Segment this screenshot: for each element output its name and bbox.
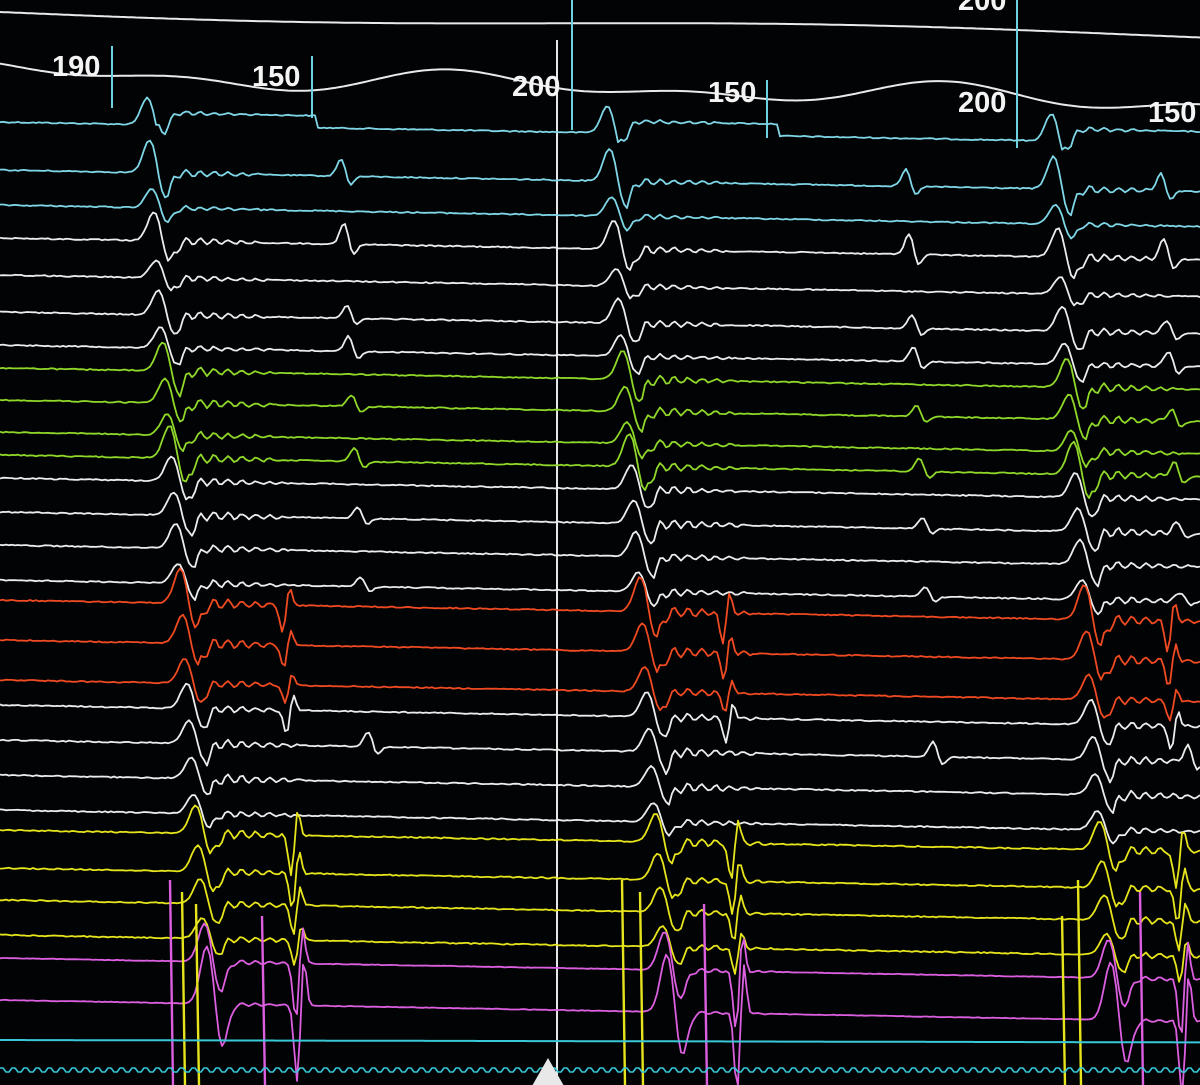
trace-white bbox=[0, 259, 1200, 307]
trace-red bbox=[0, 658, 1200, 722]
trace-green bbox=[0, 425, 1200, 499]
trace-red bbox=[0, 567, 1200, 653]
trace-white bbox=[0, 794, 1200, 845]
spike-trace bbox=[620, 879, 627, 1085]
spike-trace bbox=[168, 879, 175, 1085]
trace-magenta bbox=[0, 922, 1200, 1033]
spike-trace bbox=[638, 891, 645, 1085]
trace-yellow bbox=[0, 844, 1200, 920]
bottom-baseline bbox=[0, 1067, 1200, 1073]
trace-green bbox=[0, 413, 1200, 469]
trace-white bbox=[0, 719, 1200, 784]
interval-label: 150 bbox=[252, 61, 301, 93]
interval-label: 200 bbox=[512, 71, 561, 103]
trace-cyan bbox=[0, 139, 1200, 217]
trace-white bbox=[0, 491, 1200, 552]
spike-trace bbox=[194, 903, 201, 1085]
interval-label: 190 bbox=[52, 51, 101, 83]
trace-red bbox=[0, 613, 1200, 685]
reference-trace bbox=[0, 11, 1200, 39]
partial-interval-label: 200 bbox=[958, 0, 1007, 17]
trace-green bbox=[0, 341, 1200, 410]
trace-white bbox=[0, 211, 1200, 280]
reference-trace bbox=[0, 62, 1200, 109]
spike-trace bbox=[180, 891, 187, 1085]
trace-white bbox=[0, 523, 1200, 588]
spike-trace bbox=[702, 903, 709, 1085]
interval-label: 150 bbox=[708, 77, 757, 109]
trace-white bbox=[0, 326, 1200, 383]
trace-white bbox=[0, 756, 1200, 814]
trace-yellow bbox=[0, 878, 1200, 952]
trace-cyan bbox=[0, 188, 1200, 240]
trace-white bbox=[0, 289, 1200, 351]
cursor-triangle-icon[interactable] bbox=[532, 1058, 564, 1085]
interval-label: 150 bbox=[1148, 97, 1197, 129]
trace-white bbox=[0, 455, 1200, 518]
trace-cyan bbox=[0, 96, 1200, 151]
interval-label: 200 bbox=[958, 87, 1007, 119]
trace-yellow bbox=[0, 917, 1200, 983]
spike-trace bbox=[1060, 915, 1067, 1085]
trace-yellow bbox=[0, 804, 1200, 889]
trace-green bbox=[0, 377, 1200, 441]
trace-white bbox=[0, 682, 1200, 750]
bottom-baseline bbox=[0, 1039, 1200, 1044]
spike-trace bbox=[260, 915, 267, 1085]
spike-trace bbox=[1076, 879, 1083, 1085]
trace-white bbox=[0, 563, 1200, 616]
trace-magenta bbox=[0, 945, 1200, 1085]
spike-trace bbox=[1138, 891, 1145, 1085]
